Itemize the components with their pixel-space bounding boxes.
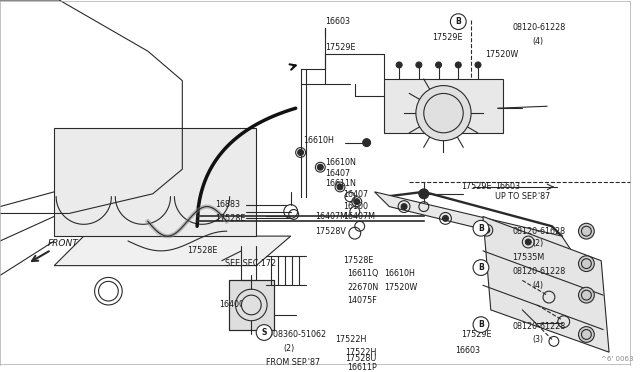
Text: 16407: 16407 [325,169,350,178]
Circle shape [416,62,422,68]
Bar [385,79,502,133]
Text: S: S [261,328,267,337]
Circle shape [579,223,595,239]
Text: ^6' 0063: ^6' 0063 [601,356,634,362]
Text: 17529E: 17529E [461,330,492,339]
Text: 16611Q: 16611Q [347,269,378,278]
Circle shape [256,325,272,340]
Text: 16603: 16603 [495,182,520,192]
Circle shape [473,260,489,275]
Circle shape [451,14,466,29]
Text: 16603: 16603 [455,346,481,355]
Circle shape [579,256,595,272]
Text: 08120-61628: 08120-61628 [513,227,566,236]
Circle shape [455,62,461,68]
Circle shape [442,215,449,221]
Text: (2): (2) [284,344,295,353]
Circle shape [473,220,489,236]
Text: FROM SEP.'87: FROM SEP.'87 [266,357,320,366]
Text: 16611P: 16611P [347,363,377,372]
Circle shape [241,295,261,315]
Circle shape [298,150,303,155]
Text: FRONT: FRONT [47,239,78,248]
Text: B: B [478,224,484,233]
Circle shape [484,227,490,233]
Text: SEE SEC.172: SEE SEC.172 [225,259,276,268]
Text: B: B [456,17,461,26]
Circle shape [401,203,407,209]
Text: 17535M: 17535M [513,253,545,262]
Circle shape [419,189,429,199]
Text: 16407: 16407 [343,190,368,199]
Text: 17529E: 17529E [461,182,492,192]
Text: 14075F: 14075F [347,295,377,305]
Circle shape [475,62,481,68]
Polygon shape [54,128,256,236]
Text: 16610H: 16610H [303,136,335,145]
Text: ®08360-51062: ®08360-51062 [266,330,327,339]
Text: 17522H: 17522H [345,348,376,357]
Text: 17528E: 17528E [188,246,218,255]
Text: 16100: 16100 [343,202,368,211]
Circle shape [416,86,471,141]
Text: 08120-61228: 08120-61228 [513,267,566,276]
Circle shape [579,287,595,303]
Text: B: B [478,263,484,272]
Text: 16883: 16883 [215,200,240,209]
Text: 17529E: 17529E [431,33,462,42]
Text: 08120-61228: 08120-61228 [513,322,566,331]
Circle shape [317,164,323,170]
Text: UP TO SEP.'87: UP TO SEP.'87 [495,192,550,201]
Circle shape [354,199,360,205]
Polygon shape [483,217,609,352]
Text: 17528U: 17528U [345,354,376,363]
Text: 16610N: 16610N [325,158,356,167]
Text: 17522H: 17522H [335,335,367,344]
Text: (4): (4) [532,281,543,290]
Polygon shape [374,192,572,251]
Text: 08120-61228: 08120-61228 [513,23,566,32]
Bar [228,280,274,330]
Text: 17528E: 17528E [343,256,373,265]
Text: (4): (4) [532,37,543,46]
Text: 17529E: 17529E [325,43,356,52]
Circle shape [579,327,595,342]
Circle shape [363,139,371,147]
Text: 17520W: 17520W [485,49,518,59]
Circle shape [436,62,442,68]
Text: 16611N: 16611N [325,179,356,189]
Circle shape [396,62,402,68]
Text: 16400: 16400 [219,301,244,310]
Text: B: B [478,320,484,329]
Text: 16407M: 16407M [343,212,375,221]
Text: 16603: 16603 [325,17,350,26]
Polygon shape [54,236,291,266]
Circle shape [525,239,531,245]
Text: (2): (2) [532,240,543,248]
Text: (3): (3) [532,335,543,344]
Text: 17528V: 17528V [316,227,346,236]
Text: 17520W: 17520W [385,283,418,292]
Text: 16610H: 16610H [385,269,415,278]
Circle shape [337,184,343,190]
Circle shape [473,317,489,333]
Text: 16407M: 16407M [316,212,348,221]
Text: 17528E: 17528E [215,214,245,223]
Text: 22670N: 22670N [347,283,378,292]
